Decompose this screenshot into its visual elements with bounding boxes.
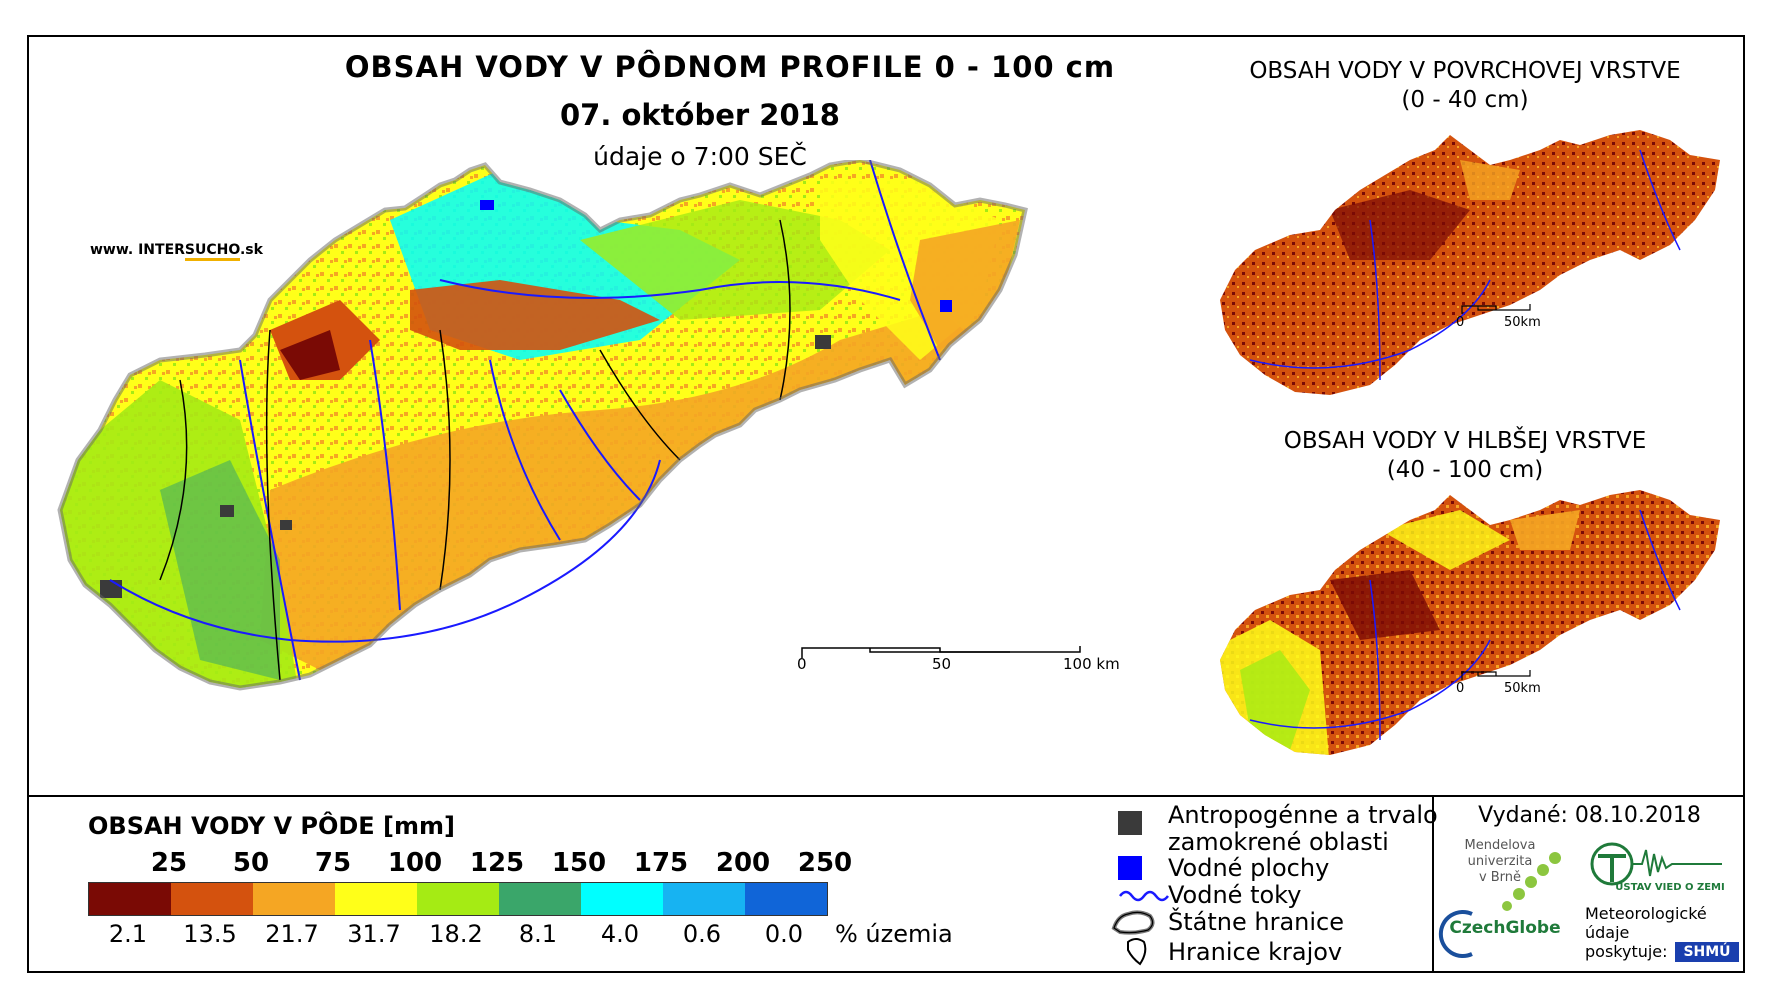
state-border-icon [1111,910,1155,935]
legend-percentage-unit: % územia [835,920,953,948]
legend-anthropogenic-line1: Antropogénne a trvalo [1168,801,1438,829]
map-frame [27,35,1745,973]
map-date: 07. október 2018 [559,98,840,132]
mendel-university-logo: Mendelova univerzita v Brně [1464,838,1536,885]
inset-surface-scale-50: 50km [1504,315,1541,330]
scale-label-100: 100 km [1063,655,1120,673]
inset-surface-title: OBSAH VODY V POVRCHOVEJ VRSTVE (0 - 40 c… [1205,57,1725,115]
inset-deep-title-line2: (40 - 100 cm) [1386,457,1544,483]
inset-deep-scale-0: 0 [1456,681,1465,696]
legend-percentage: 4.0 [600,920,640,948]
czechglobe-logo: CzechGlobe [1449,918,1561,938]
meteo-provider-label: Meteorologické údaje poskytuje: [1585,904,1707,961]
legend-threshold: 75 [314,848,352,878]
legend-title: OBSAH VODY V PÔDE [mm] [88,812,456,840]
inset-deep-scale-50: 50km [1504,681,1541,696]
inset-deep-title-line1: OBSAH VODY V HLBŠEJ VRSTVE [1283,428,1647,454]
legend-percentage: 8.1 [518,920,558,948]
website-suffix: .sk [239,242,263,258]
legend-threshold: 250 [797,848,853,878]
legend-swatch [745,883,827,915]
legend-threshold: 150 [551,848,607,878]
region-border-icon [1127,938,1147,966]
legend-swatch [89,883,171,915]
legend-swatch [171,883,253,915]
map-time: údaje o 7:00 SEČ [593,142,807,171]
legend-threshold: 100 [387,848,443,878]
legend-percentage: 13.5 [183,920,237,948]
inset-deep-map [1220,490,1720,755]
legend-region-border: Hranice krajov [1168,938,1343,966]
legend-swatch [581,883,663,915]
czechglobe-arc-icon [1438,910,1473,958]
uvgz-logo-text: ÚSTAV VIED O ZEMI [1615,882,1725,893]
urban-area-swatch [1118,811,1142,835]
legend-divider [27,795,1745,797]
scale-label-0: 0 [797,655,807,673]
website-label: www. INTERSUCHO.sk [90,242,263,261]
water-body-swatch [1118,856,1142,880]
legend-threshold: 175 [633,848,689,878]
river-line-icon [1119,890,1169,902]
uvgz-logo-icon [1590,842,1722,886]
legend-swatch [499,883,581,915]
legend-swatch [417,883,499,915]
legend-threshold: 50 [232,848,270,878]
inset-surface-map [1220,130,1720,395]
issued-date: Vydané: 08.10.2018 [1478,803,1701,828]
inset-surface-title-line1: OBSAH VODY V POVRCHOVEJ VRSTVE [1249,58,1681,84]
legend-percentage: 0.6 [682,920,722,948]
legend-anthropogenic-line2: zamokrené oblasti [1168,828,1389,856]
legend-threshold: 125 [469,848,525,878]
scale-label-50: 50 [932,655,952,673]
legend-state-border: Štátne hranice [1168,908,1344,936]
website-prefix: www. INTER [90,242,185,258]
legend-threshold: 25 [150,848,188,878]
main-soil-moisture-map [57,160,1028,691]
legend-threshold: 200 [715,848,771,878]
legend-swatch [335,883,417,915]
legend-swatch [663,883,745,915]
shmu-logo: SHMÚ [1675,942,1739,962]
legend-percentage: 31.7 [347,920,401,948]
inset-deep-scale-bar [1461,670,1531,680]
website-highlight: SUCHO [184,242,240,261]
map-title: OBSAH VODY V PÔDNOM PROFILE 0 - 100 cm [344,50,1116,84]
inset-deep-title: OBSAH VODY V HLBŠEJ VRSTVE (40 - 100 cm) [1205,427,1725,485]
logo-divider [1432,795,1434,973]
inset-surface-scale-bar [1461,304,1531,314]
legend-rivers: Vodné toky [1168,881,1302,909]
mendel-dots-icon [1502,852,1561,911]
legend-percentage: 21.7 [265,920,319,948]
legend-swatch [253,883,335,915]
inset-surface-scale-0: 0 [1456,315,1465,330]
legend-water-bodies: Vodné plochy [1168,854,1330,882]
main-scale-bar [801,646,1081,658]
legend-percentage: 2.1 [108,920,148,948]
inset-surface-title-line2: (0 - 40 cm) [1401,87,1529,113]
legend-color-bar [88,882,828,916]
legend-percentage: 18.2 [429,920,483,948]
legend-anthropogenic: Antropogénne a trvalo zamokrené oblasti [1168,802,1438,856]
legend-percentage: 0.0 [764,920,804,948]
